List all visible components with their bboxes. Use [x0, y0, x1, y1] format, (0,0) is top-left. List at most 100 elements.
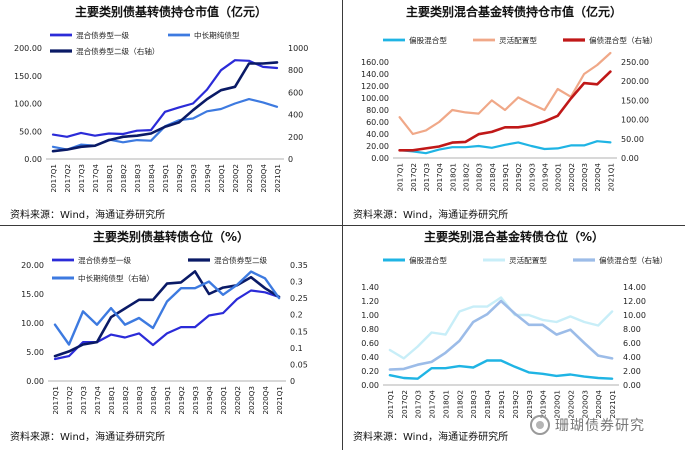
x-tick-label: 2018Q4	[149, 386, 158, 415]
left-tick-label: 150.00	[14, 72, 42, 81]
x-tick-label: 2017Q4	[93, 386, 102, 415]
x-tick-label: 2019Q4	[205, 386, 214, 415]
x-tick-label: 2017Q2	[65, 386, 74, 415]
x-tick-label: 2018Q2	[121, 386, 130, 415]
x-tick-label: 2017Q3	[422, 163, 431, 192]
x-tick-label: 2017Q1	[396, 163, 405, 192]
x-tick-label: 2020Q1	[219, 386, 228, 415]
legend-label: 混合债券型二级（右轴）	[76, 46, 160, 56]
x-tick-label: 2019Q3	[189, 164, 198, 193]
right-tick-label: 800	[288, 66, 303, 75]
left-tick-label: 1.40	[361, 283, 379, 292]
series-line-3	[388, 299, 614, 371]
x-tick-label: 2020Q2	[231, 164, 240, 193]
right-tick-label: 100.00	[621, 116, 649, 125]
source-note: 资料来源：Wind，海通证券研究所	[10, 208, 165, 221]
series-line-3	[398, 70, 612, 152]
right-tick-label: 600	[288, 88, 303, 97]
right-tick-label: 0	[288, 155, 293, 164]
watermark: 珊瑚债券研究	[530, 412, 680, 438]
right-tick-label: 200.00	[621, 77, 649, 86]
series-line-1	[51, 59, 279, 138]
left-tick-label: 1.20	[361, 297, 379, 306]
x-tick-label: 2020Q4	[261, 386, 270, 415]
chart-title: 主要类别混合基金转债仓位（%）	[424, 229, 604, 244]
x-tick-label: 2018Q1	[441, 390, 450, 419]
left-tick-label: 0.00	[361, 381, 379, 390]
left-tick-label: 0.20	[361, 367, 379, 376]
legend-label: 偏债混合型（右轴）	[599, 255, 667, 265]
x-tick-label: 2021Q1	[275, 386, 284, 415]
left-tick-label: 60.00	[366, 118, 389, 127]
x-tick-label: 2017Q2	[63, 164, 72, 193]
right-tick-label: 14.00	[623, 283, 646, 292]
legend-label: 混合债券型一级	[78, 255, 132, 265]
x-tick-label: 2017Q1	[386, 390, 395, 419]
x-tick-label: 2019Q2	[175, 164, 184, 193]
right-tick-label: 250.00	[621, 58, 649, 67]
left-tick-label: 100.00	[14, 100, 42, 109]
x-tick-label: 2019Q3	[525, 390, 534, 419]
right-tick-label: 12.00	[623, 297, 646, 306]
left-tick-label: 0.00	[24, 155, 42, 164]
x-tick-label: 2018Q4	[488, 163, 497, 192]
x-tick-label: 2017Q1	[49, 164, 58, 193]
chart-bond-fund-position: 主要类别债基转债仓位（%） 0.00 5.00 10.00 15.00 20.00 0 0.0…	[10, 229, 308, 443]
chart-mixed-fund-market-value: 主要类别混合基金转债持仓市值（亿元） 0.00 20.00 40.00 60.00 80.…	[353, 4, 657, 221]
right-tick-label: 0.35	[290, 261, 308, 270]
right-tick-label: 0.25	[290, 294, 308, 303]
right-tick-label: 200	[288, 133, 303, 142]
x-tick-label: 2019Q2	[177, 386, 186, 415]
x-tick-label: 2021Q1	[608, 390, 617, 419]
legend-label: 偏股混合型	[409, 255, 447, 265]
x-tick-label: 2019Q1	[497, 390, 506, 419]
left-tick-label: 120.00	[361, 82, 389, 91]
left-tick-label: 160.00	[361, 58, 389, 67]
left-tick-label: 50.00	[19, 127, 42, 136]
x-tick-label: 2017Q4	[428, 390, 437, 419]
x-tick-label: 2019Q2	[514, 163, 523, 192]
x-tick-label: 2018Q4	[483, 390, 492, 419]
left-tick-label: 0.40	[361, 353, 379, 362]
x-tick-label: 2020Q2	[566, 390, 575, 419]
x-tick-label: 2019Q3	[527, 163, 536, 192]
x-tick-label: 2020Q1	[217, 164, 226, 193]
right-tick-label: 0.2	[290, 311, 303, 320]
left-tick-label: 5.00	[26, 348, 44, 357]
x-tick-label: 2018Q4	[147, 164, 156, 193]
x-tick-label: 2019Q4	[203, 164, 212, 193]
left-tick-label: 40.00	[366, 130, 389, 139]
x-tick-label: 2019Q2	[511, 390, 520, 419]
left-tick-label: 1.00	[361, 311, 379, 320]
x-tick-label: 2019Q3	[191, 386, 200, 415]
x-tick-label: 2020Q3	[245, 164, 254, 193]
x-tick-label: 2018Q2	[461, 163, 470, 192]
legend-label: 混合债券型二级	[214, 255, 268, 265]
wechat-icon	[530, 415, 550, 435]
left-tick-label: 15.00	[21, 290, 44, 299]
x-tick-label: 2019Q4	[539, 390, 548, 419]
x-tick-label: 2019Q1	[501, 163, 510, 192]
right-tick-label: 4.00	[623, 353, 641, 362]
right-tick-label: 1000	[288, 44, 308, 53]
chart-title: 主要类别债基转债仓位（%）	[93, 229, 249, 244]
x-tick-label: 2017Q3	[414, 390, 423, 419]
x-tick-label: 2017Q4	[435, 163, 444, 192]
series-line-2	[398, 51, 612, 136]
left-tick-label: 0.00	[26, 377, 44, 386]
legend-label: 偏股混合型	[409, 35, 447, 45]
series-line-1	[388, 359, 614, 380]
x-tick-label: 2018Q1	[105, 164, 114, 193]
x-tick-label: 2018Q2	[119, 164, 128, 193]
left-tick-label: 100.00	[361, 94, 389, 103]
x-tick-label: 2020Q4	[259, 164, 268, 193]
x-tick-label: 2019Q1	[163, 386, 172, 415]
legend-label: 中长期纯债型	[194, 30, 240, 40]
x-tick-label: 2020Q4	[593, 163, 602, 192]
x-tick-label: 2018Q2	[455, 390, 464, 419]
left-tick-label: 140.00	[361, 70, 389, 79]
x-tick-label: 2020Q2	[567, 163, 576, 192]
legend-label: 混合债券型一级	[76, 30, 130, 40]
x-tick-label: 2018Q3	[475, 163, 484, 192]
vertical-divider	[342, 0, 343, 450]
